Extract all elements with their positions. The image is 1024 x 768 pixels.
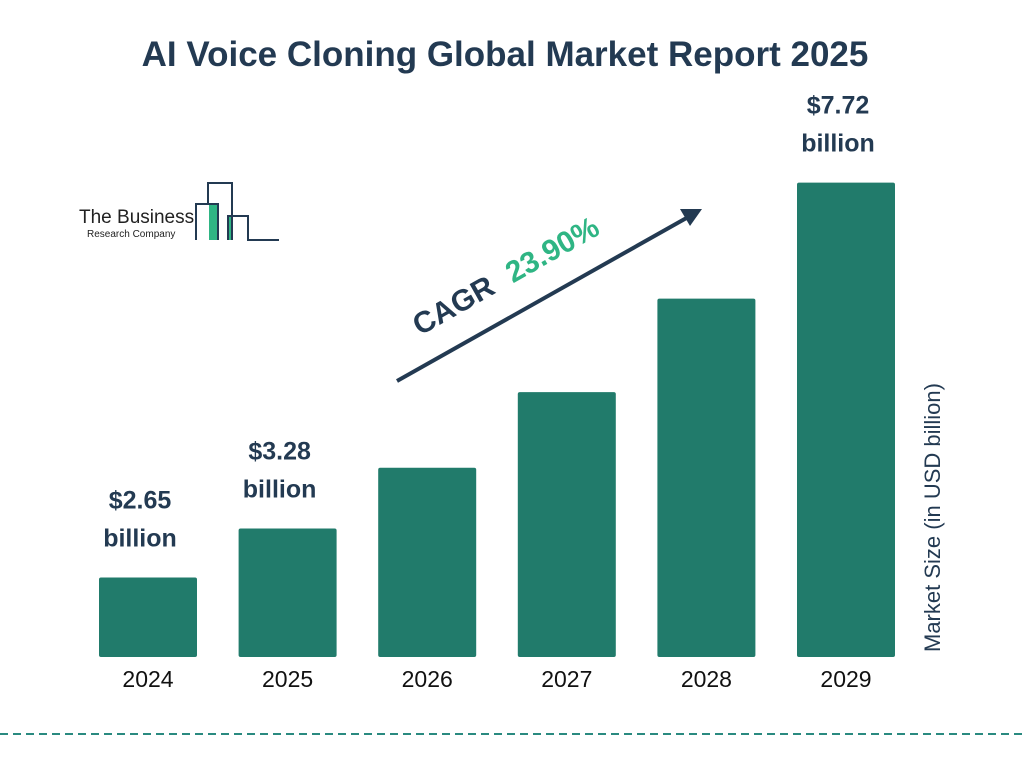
x-tick-2026: 2026 — [402, 666, 453, 692]
cagr-value: 23.90% — [500, 211, 605, 290]
bar-2029 — [797, 182, 895, 658]
data-label-value-2025: $3.28 — [248, 437, 311, 465]
x-tick-2029: 2029 — [820, 666, 871, 692]
bar-2027 — [517, 392, 616, 657]
logo-building-outline — [195, 182, 279, 241]
x-tick-2025: 2025 — [262, 666, 313, 692]
bars-group — [99, 182, 895, 658]
y-axis-label: Market Size (in USD billion) — [920, 383, 945, 652]
cagr-text: CAGR 23.90% — [407, 211, 605, 342]
cagr-annotation: CAGR 23.90% — [396, 209, 702, 383]
x-tick-2024: 2024 — [122, 666, 173, 692]
logo-bar-1 — [209, 204, 218, 240]
data-label-unit-2025: billion — [243, 475, 317, 503]
data-label-value-2029: $7.72 — [807, 92, 870, 120]
bar-2028 — [657, 298, 756, 657]
data-label-unit-2029: billion — [801, 130, 875, 158]
cagr-arrow-head-icon — [680, 209, 702, 226]
bar-2025 — [238, 528, 337, 657]
logo-line2: Research Company — [87, 229, 175, 240]
logo: The Business Research Company — [79, 182, 279, 241]
cagr-arrow-line — [396, 214, 691, 383]
data-label-value-2024: $2.65 — [109, 487, 172, 515]
logo-bar-2 — [228, 216, 233, 240]
chart-title: AI Voice Cloning Global Market Report 20… — [142, 35, 869, 74]
bar-2026 — [378, 467, 477, 657]
x-tick-2027: 2027 — [541, 666, 592, 692]
data-labels: $2.65 billion $3.28 billion $7.72 billion — [103, 92, 875, 553]
x-tick-2028: 2028 — [681, 666, 732, 692]
x-ticks: 2024 2025 2026 2027 2028 2029 — [122, 666, 871, 692]
bar-2024 — [99, 577, 197, 657]
logo-line1: The Business — [79, 207, 194, 228]
data-label-unit-2024: billion — [103, 525, 177, 553]
